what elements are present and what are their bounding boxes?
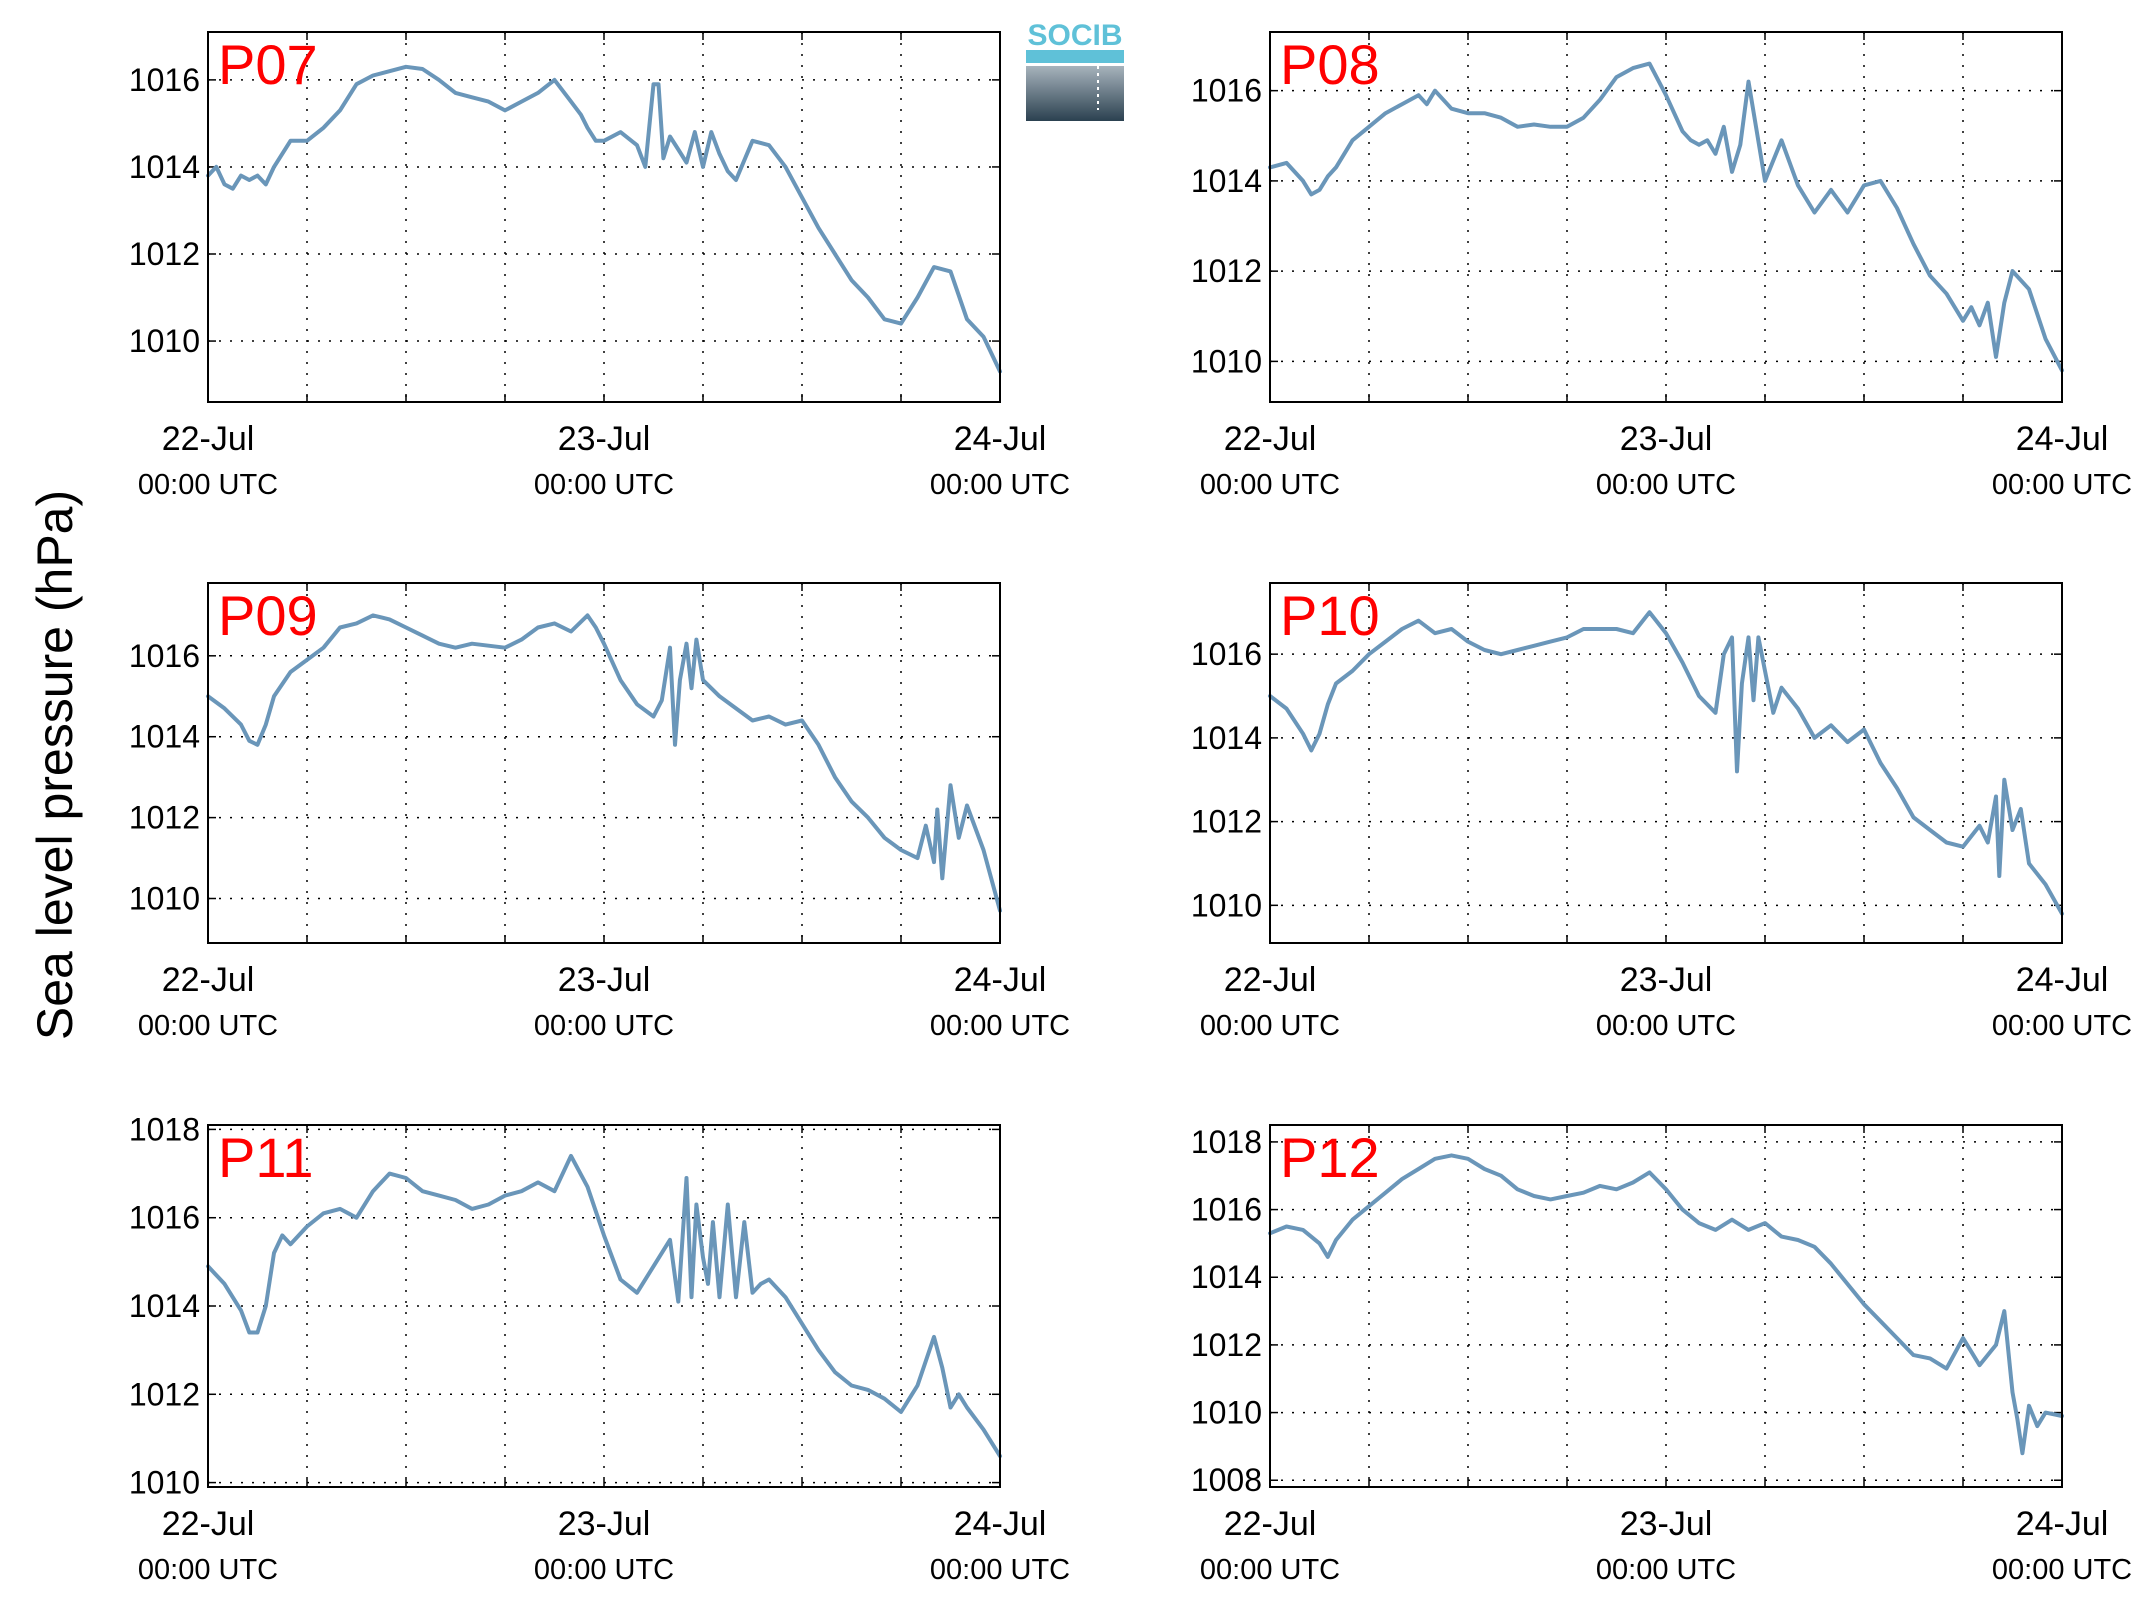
- y-tick-label: 1014: [1191, 163, 1262, 199]
- y-tick-label: 1014: [129, 149, 200, 185]
- x-tick-label-time: 00:00 UTC: [534, 1010, 674, 1042]
- y-tick-label: 1016: [129, 62, 200, 98]
- y-tick-label: 1018: [1191, 1124, 1262, 1160]
- x-tick-label-date: 24-Jul: [954, 420, 1047, 458]
- y-tick-label: 1016: [1191, 636, 1262, 672]
- series-line-p08: [1268, 61, 2064, 373]
- y-tick-label: 1010: [129, 881, 200, 917]
- station-label-p11: P11: [218, 1126, 313, 1189]
- x-tick-label-date: 23-Jul: [558, 961, 651, 999]
- logo-bar: [1026, 50, 1124, 63]
- x-tick-label-time: 00:00 UTC: [534, 1554, 674, 1586]
- x-tick-label-date: 23-Jul: [1620, 961, 1713, 999]
- x-tick-label-time: 00:00 UTC: [534, 469, 674, 501]
- x-tick-label-time: 00:00 UTC: [930, 1010, 1070, 1042]
- x-tick-label-time: 00:00 UTC: [1596, 469, 1736, 501]
- plot-frame: [207, 582, 1001, 944]
- chart-panel-p10: 1010 1012 1014 1016 P10 22-Jul 00:00 UTC 23-Jul…: [1191, 582, 2132, 1042]
- x-tick-label-time: 00:00 UTC: [930, 469, 1070, 501]
- x-tick-label-date: 24-Jul: [954, 961, 1047, 999]
- plot-frame: [1269, 31, 2063, 403]
- y-tick-label: 1014: [1191, 720, 1262, 756]
- y-tick-label: 1010: [1191, 343, 1262, 379]
- x-tick-label-date: 24-Jul: [2016, 420, 2109, 458]
- x-tick-label-time: 00:00 UTC: [1992, 469, 2132, 501]
- logo-block: [1026, 66, 1124, 121]
- x-tick-label-date: 23-Jul: [1620, 420, 1713, 458]
- y-tick-label: 1014: [1191, 1259, 1262, 1295]
- chart-panel-p09: 1010 1012 1014 1016 P09 22-Jul 00:00 UTC 23-Jul…: [129, 582, 1070, 1042]
- plot-frame: [207, 31, 1001, 403]
- x-tick-label-date: 22-Jul: [162, 961, 255, 999]
- x-tick-label-time: 00:00 UTC: [138, 1554, 278, 1586]
- y-tick-label: 1016: [1191, 73, 1262, 109]
- x-tick-label-date: 24-Jul: [2016, 1505, 2109, 1543]
- x-tick-label-time: 00:00 UTC: [930, 1554, 1070, 1586]
- y-tick-label: 1010: [1191, 1395, 1262, 1431]
- y-tick-label: 1012: [1191, 804, 1262, 840]
- x-tick-label-time: 00:00 UTC: [1200, 469, 1340, 501]
- x-tick-label-date: 22-Jul: [162, 1505, 255, 1543]
- y-tick-label: 1012: [129, 800, 200, 836]
- x-tick-label-date: 22-Jul: [1224, 420, 1317, 458]
- y-tick-label: 1016: [129, 1200, 200, 1236]
- y-tick-label: 1012: [1191, 253, 1262, 289]
- station-label-p08: P08: [1280, 33, 1380, 96]
- y-tick-label: 1012: [129, 236, 200, 272]
- socib-logo: SOCIB: [1026, 19, 1124, 121]
- x-tick-label-date: 24-Jul: [2016, 961, 2109, 999]
- x-tick-label-time: 00:00 UTC: [1200, 1554, 1340, 1586]
- chart-panel-p11: 1010 1012 1014 1016 1018 P11 22-Jul 00:00 UTC 23…: [129, 1111, 1070, 1586]
- chart-panel-p12: 1008 1010 1012 1014 1016 1018 P12 22-Jul 00:00 U…: [1191, 1124, 2132, 1586]
- x-tick-label-date: 22-Jul: [1224, 961, 1317, 999]
- y-tick-label: 1014: [129, 1288, 200, 1324]
- x-tick-label-time: 00:00 UTC: [1596, 1554, 1736, 1586]
- x-tick-label-date: 24-Jul: [954, 1505, 1047, 1543]
- y-tick-label: 1014: [129, 719, 200, 755]
- x-tick-label-time: 00:00 UTC: [1992, 1554, 2132, 1586]
- chart-panel-p07: 1010 1012 1014 1016 P07 22-Jul 00:00 UTC 23-Jul…: [129, 31, 1070, 501]
- series-line-p07: [206, 64, 1002, 374]
- y-tick-label: 1012: [129, 1376, 200, 1412]
- socib-logo-text: SOCIB: [1027, 19, 1122, 52]
- series-line-p12: [1268, 1153, 2064, 1456]
- series-line-p11: [206, 1153, 1002, 1459]
- series-line-p09: [206, 613, 1002, 913]
- x-tick-label-date: 23-Jul: [558, 1505, 651, 1543]
- x-tick-label-date: 22-Jul: [162, 420, 255, 458]
- y-tick-label: 1012: [1191, 1327, 1262, 1363]
- x-tick-label-date: 22-Jul: [1224, 1505, 1317, 1543]
- x-tick-label-time: 00:00 UTC: [1992, 1010, 2132, 1042]
- y-axis-label: Sea level pressure (hPa): [27, 490, 83, 1040]
- x-tick-label-date: 23-Jul: [1620, 1505, 1713, 1543]
- y-tick-label: 1010: [1191, 887, 1262, 923]
- x-tick-label-time: 00:00 UTC: [138, 469, 278, 501]
- chart-panel-p08: 1010 1012 1014 1016 P08 22-Jul 00:00 UTC 23-Jul…: [1191, 31, 2132, 501]
- station-label-p07: P07: [218, 33, 318, 96]
- plot-frame: [1269, 582, 2063, 944]
- x-tick-label-time: 00:00 UTC: [138, 1010, 278, 1042]
- x-tick-label-time: 00:00 UTC: [1596, 1010, 1736, 1042]
- x-tick-label-date: 23-Jul: [558, 420, 651, 458]
- plot-frame: [207, 1124, 1001, 1488]
- y-tick-label: 1010: [129, 323, 200, 359]
- y-tick-label: 1018: [129, 1111, 200, 1147]
- series-line-p10: [1268, 610, 2064, 916]
- station-label-p12: P12: [1280, 1126, 1380, 1189]
- y-tick-label: 1008: [1191, 1462, 1262, 1498]
- station-label-p09: P09: [218, 584, 318, 647]
- x-tick-label-time: 00:00 UTC: [1200, 1010, 1340, 1042]
- plot-frame: [1269, 1124, 2063, 1488]
- station-label-p10: P10: [1280, 584, 1380, 647]
- y-tick-label: 1016: [1191, 1192, 1262, 1228]
- y-tick-label: 1010: [129, 1465, 200, 1501]
- y-tick-label: 1016: [129, 638, 200, 674]
